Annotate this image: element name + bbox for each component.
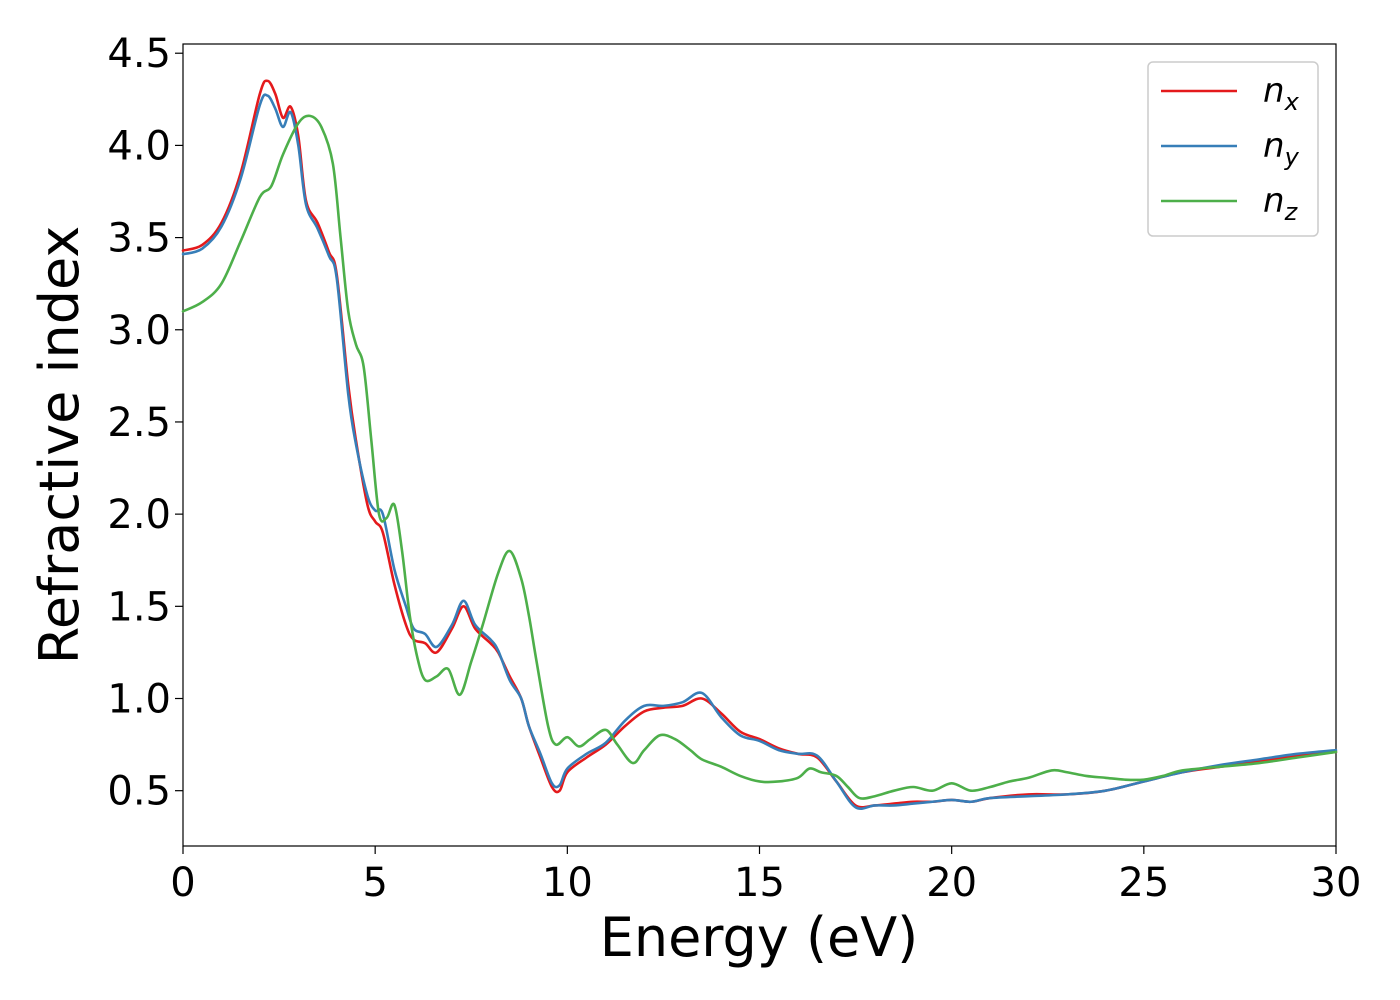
series-line-ny [181,93,1338,811]
x-axis-title: Energy (eV) [600,906,919,969]
y-tick-label: 1.5 [107,584,171,630]
y-tick-label: 2.0 [107,492,171,538]
x-axis: 0 5 10 15 20 25 30 [170,846,1361,906]
x-tick-label: 25 [1118,860,1169,906]
y-tick-label: 3.5 [107,216,171,262]
plot-frame [182,43,1337,847]
x-tick-label: 30 [1311,860,1362,906]
legend-label-ny: ny [1263,126,1300,171]
y-axis-title: Refractive index [28,226,91,665]
x-tick-label: 20 [926,860,977,906]
x-tick-label: 15 [734,860,785,906]
y-axis: 0.5 1.0 1.5 2.0 2.5 3.0 3.5 4.0 4.5 [107,31,183,815]
legend-frame [1147,61,1319,237]
series-line-nz [181,114,1338,800]
y-tick-label: 4.0 [107,123,171,169]
x-tick-label: 10 [542,860,593,906]
x-tick-label: 0 [170,860,195,906]
x-tick-label: 5 [362,860,387,906]
y-tick-label: 2.5 [107,400,171,446]
y-tick-label: 1.0 [107,677,171,723]
plot-area [181,43,1338,847]
series-layer [181,79,1338,811]
y-tick-label: 0.5 [107,769,171,815]
y-tick-label: 4.5 [107,31,171,77]
y-tick-label: 3.0 [107,308,171,354]
